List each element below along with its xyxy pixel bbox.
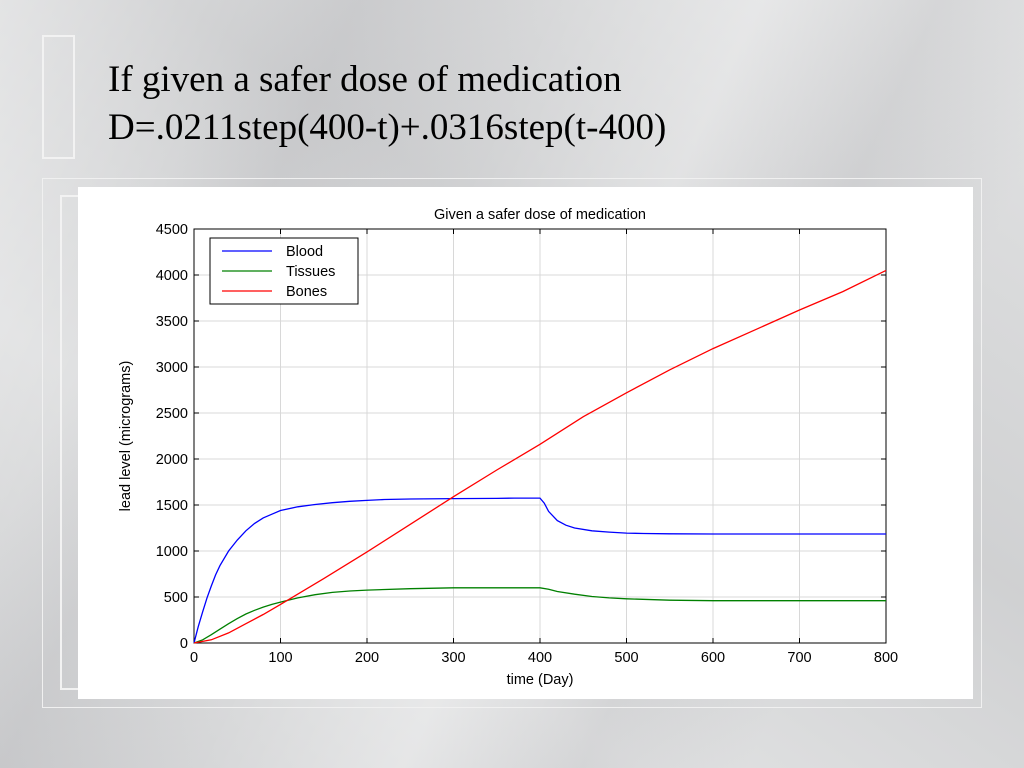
decorative-frame-large <box>42 178 982 708</box>
legend-label-blood: Blood <box>286 244 323 260</box>
series-line-bones <box>193 269 887 644</box>
slide-title: If given a safer dose of medication D=.0… <box>108 56 666 152</box>
chart-title: Given a safer dose of medication <box>434 207 646 223</box>
x-tick-label: 800 <box>874 650 898 666</box>
y-axis-label: lead level (micrograms) <box>118 361 134 512</box>
x-tick-label: 200 <box>355 650 379 666</box>
x-tick-label: 600 <box>701 650 725 666</box>
x-tick-label: 100 <box>268 650 292 666</box>
y-tick-label: 500 <box>164 590 188 606</box>
series-line-tissues <box>193 587 886 644</box>
slide-title-line-1: If given a safer dose of medication <box>108 59 622 100</box>
x-tick-label: 500 <box>614 650 638 666</box>
y-tick-label: 2500 <box>156 406 188 422</box>
grid <box>194 229 886 643</box>
x-tick-label: 700 <box>787 650 811 666</box>
series-lines <box>193 269 887 644</box>
y-tick-label: 1500 <box>156 498 188 514</box>
y-tick-label: 4500 <box>156 222 188 238</box>
x-tick-label: 300 <box>441 650 465 666</box>
legend: Blood Tissues Bones <box>209 237 359 305</box>
decorative-frame-title <box>42 35 75 159</box>
y-tick-label: 0 <box>180 636 188 652</box>
slide-title-line-2: D=.0211step(400-t)+.0316step(t-400) <box>108 107 667 148</box>
legend-label-tissues: Tissues <box>286 264 335 280</box>
chart-panel: 0 100 200 300 400 500 600 700 800 0 500 1000 1500 200… <box>78 187 973 699</box>
y-tick-label: 1000 <box>156 544 188 560</box>
axis-ticks: 0 100 200 300 400 500 600 700 800 0 500 1000 1500 200… <box>156 222 898 666</box>
decorative-frame-left <box>60 195 78 690</box>
x-tick-label: 0 <box>190 650 198 666</box>
line-chart: 0 100 200 300 400 500 600 700 800 0 500 1000 1500 200… <box>118 207 898 688</box>
y-tick-label: 3500 <box>156 314 188 330</box>
y-tick-label: 3000 <box>156 360 188 376</box>
x-axis-label: time (Day) <box>507 672 574 688</box>
series-line-blood <box>193 497 886 644</box>
y-tick-label: 2000 <box>156 452 188 468</box>
y-tick-label: 4000 <box>156 268 188 284</box>
legend-label-bones: Bones <box>286 284 327 300</box>
x-tick-label: 400 <box>528 650 552 666</box>
